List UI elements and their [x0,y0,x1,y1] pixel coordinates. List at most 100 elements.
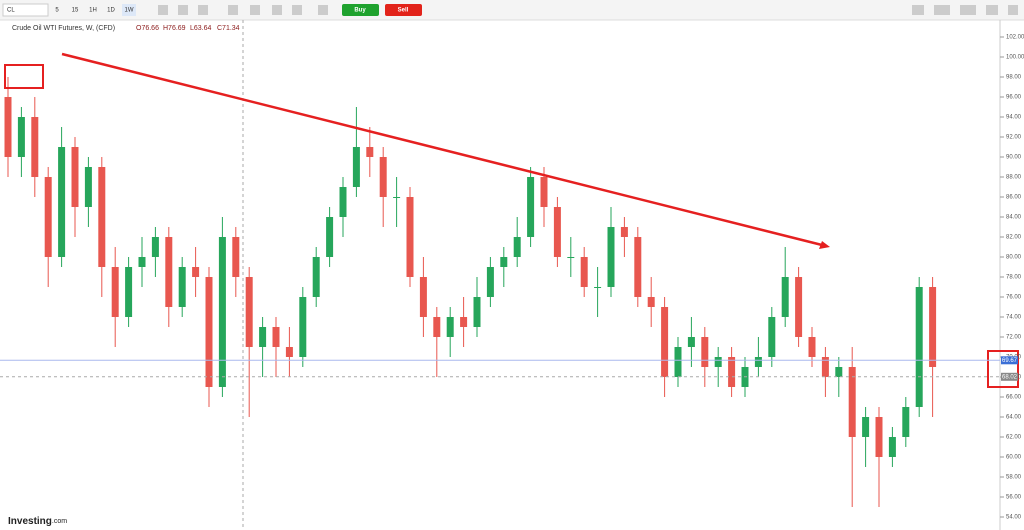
ohlc-label: C71.34 [217,25,240,32]
tool-icon[interactable] [318,5,328,15]
cloud-icon[interactable] [960,5,976,15]
candle-body [795,277,803,337]
trend-arrowhead [819,241,830,249]
highlight-box [987,350,1019,388]
y-tick-label: 102.00 [1006,35,1024,41]
candle-body [232,237,240,277]
candle-body [486,267,494,297]
price-tag [1001,356,1018,365]
candle-body [500,257,508,267]
y-tick-label: 88.00 [1006,175,1022,181]
candle-body [607,227,615,287]
y-tick-label: 62.00 [1006,435,1022,441]
candle-body [754,357,762,367]
candle-body [821,357,829,377]
candle-body [366,147,374,157]
candle-body [862,417,870,437]
candle-body [339,187,347,217]
y-tick-label: 80.00 [1006,255,1022,261]
candle-body [513,237,521,257]
candle-body [299,297,307,357]
symbol-box[interactable] [2,3,49,17]
candle-body [218,237,226,387]
candle-body [433,317,441,337]
candle-body [929,287,937,367]
candle-body [259,327,267,347]
candle-body [848,367,856,437]
highlight-box [4,64,44,89]
candle-body [379,157,387,197]
candle-body [902,407,910,437]
candle-body [594,287,602,288]
candle-body [419,277,427,317]
candle-body [245,277,253,347]
candle-body [98,167,106,267]
candle-body [4,97,12,157]
candle-body [272,327,280,347]
tool-icon[interactable] [272,5,282,15]
y-tick-label: 84.00 [1006,215,1022,221]
buy-button[interactable] [342,4,379,16]
candle-body [406,197,414,277]
toolbar-items: CL Buy Sell 5 15 1H 1D 1W [2,3,1018,17]
tool-icon[interactable] [198,5,208,15]
candle-body [125,267,133,317]
logo-main: Investing [8,516,52,527]
candle-body [647,297,655,307]
candle-body [71,147,79,207]
tool-icon[interactable] [292,5,302,15]
candle-body [808,337,816,357]
y-tick-label: 58.00 [1006,475,1022,481]
candle-body [138,257,146,267]
buy-label: Buy [354,8,366,14]
price-label: 69.67 [1002,358,1018,364]
candle-body [165,237,173,307]
trend-line [61,52,823,247]
candle-body [620,227,628,237]
interval-label: 15 [72,8,79,14]
candle-body [285,347,293,357]
tool-icon[interactable] [250,5,260,15]
y-tick-label: 66.00 [1006,395,1022,401]
candle-body [674,347,682,377]
y-tick-label: 82.00 [1006,235,1022,241]
y-tick-label: 100.00 [1006,55,1024,61]
ohlc-label: H76.69 [163,25,186,32]
logo-suffix: .com [52,518,67,525]
candle-body [312,257,320,297]
camera-icon[interactable] [912,5,924,15]
y-tick-label: 92.00 [1006,135,1022,141]
y-tick-label: 98.00 [1006,75,1022,81]
layout-icon[interactable] [934,5,950,15]
y-tick-label: 94.00 [1006,115,1022,121]
candle-body [728,357,736,387]
candle-body [768,317,776,357]
price-label: 68.02 [1002,374,1018,380]
plot [4,77,937,507]
interval-label: 1W [125,8,134,14]
candle-body [888,437,896,457]
sell-button[interactable] [385,4,422,16]
candle-body [393,197,401,198]
candle-body [634,237,642,297]
interval-button[interactable] [122,4,136,16]
y-tick-label: 74.00 [1006,315,1022,321]
y-tick-label: 86.00 [1006,195,1022,201]
fullscreen-icon[interactable] [1008,5,1018,15]
candle-body [178,267,186,307]
tool-icon[interactable] [158,5,168,15]
toolbar [0,0,1024,20]
candle-body [326,217,334,257]
candle-body [553,207,561,257]
candle-body [446,317,454,337]
tool-icon[interactable] [228,5,238,15]
candle-body [781,277,789,317]
y-tick-label: 90.00 [1006,155,1022,161]
settings-icon[interactable] [986,5,998,15]
candle-body [58,147,66,257]
candle-body [31,117,39,177]
y-tick-label: 96.00 [1006,95,1022,101]
tool-icon[interactable] [178,5,188,15]
logo: Investing.com [8,516,67,527]
